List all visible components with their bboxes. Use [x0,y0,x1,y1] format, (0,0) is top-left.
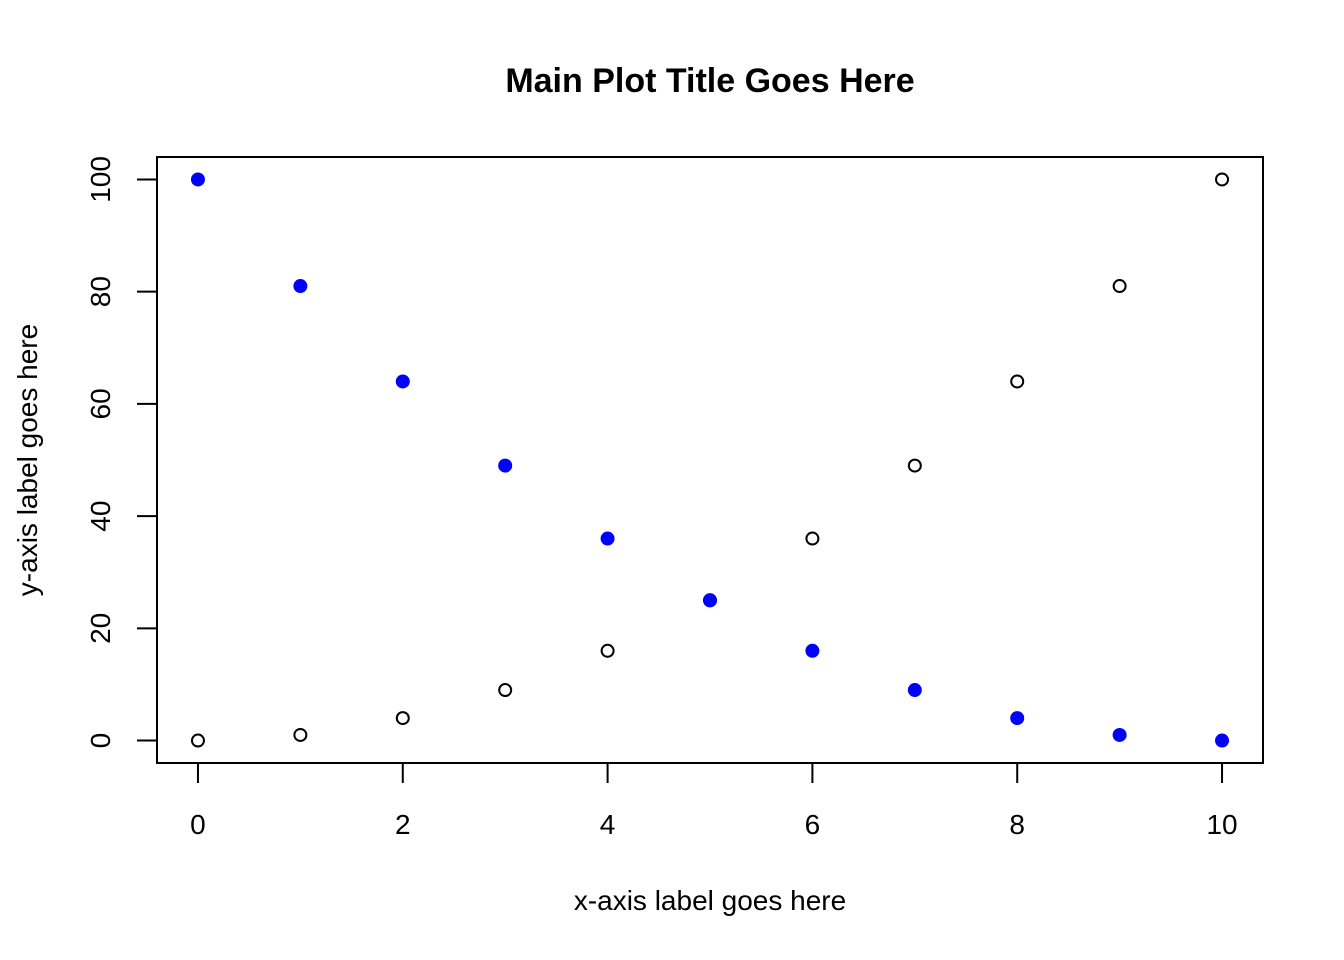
y-tick-label: 40 [85,501,116,532]
x-axis-label: x-axis label goes here [574,885,846,916]
filled-point [498,458,513,473]
y-tick-label: 60 [85,388,116,419]
open-point [293,727,308,742]
x-axis: 0 2 4 6 8 10 [190,762,1238,840]
x-tick-label: 8 [1009,809,1025,840]
open-point [600,643,615,658]
open-point [805,531,820,546]
open-point [190,733,205,748]
x-tick-label: 4 [600,809,616,840]
filled-point [907,683,922,698]
filled-point [600,531,615,546]
y-tick-label: 0 [85,733,116,749]
filled-point [805,643,820,658]
x-tick-label: 10 [1206,809,1237,840]
y-axis-label: y-axis label goes here [12,324,43,596]
open-point [1112,279,1127,294]
data-points [190,172,1230,748]
filled-point [293,279,308,294]
chart-title: Main Plot Title Goes Here [505,62,914,100]
y-tick-label: 100 [85,156,116,203]
x-tick-label: 6 [805,809,821,840]
open-point [395,711,410,726]
filled-point [190,172,205,187]
plot-frame [156,156,1264,764]
x-tick-label: 2 [395,809,411,840]
filled-point [395,374,410,389]
y-tick-label: 80 [85,276,116,307]
open-point [1010,374,1025,389]
open-point [907,458,922,473]
y-tick-label: 20 [85,613,116,644]
open-point [498,683,513,698]
x-tick-label: 0 [190,809,206,840]
filled-point [1010,711,1025,726]
open-point [1215,172,1230,187]
filled-point [1112,727,1127,742]
y-axis: 0 20 40 60 80 100 [85,156,158,749]
filled-point [703,593,717,608]
filled-point [1215,733,1230,748]
